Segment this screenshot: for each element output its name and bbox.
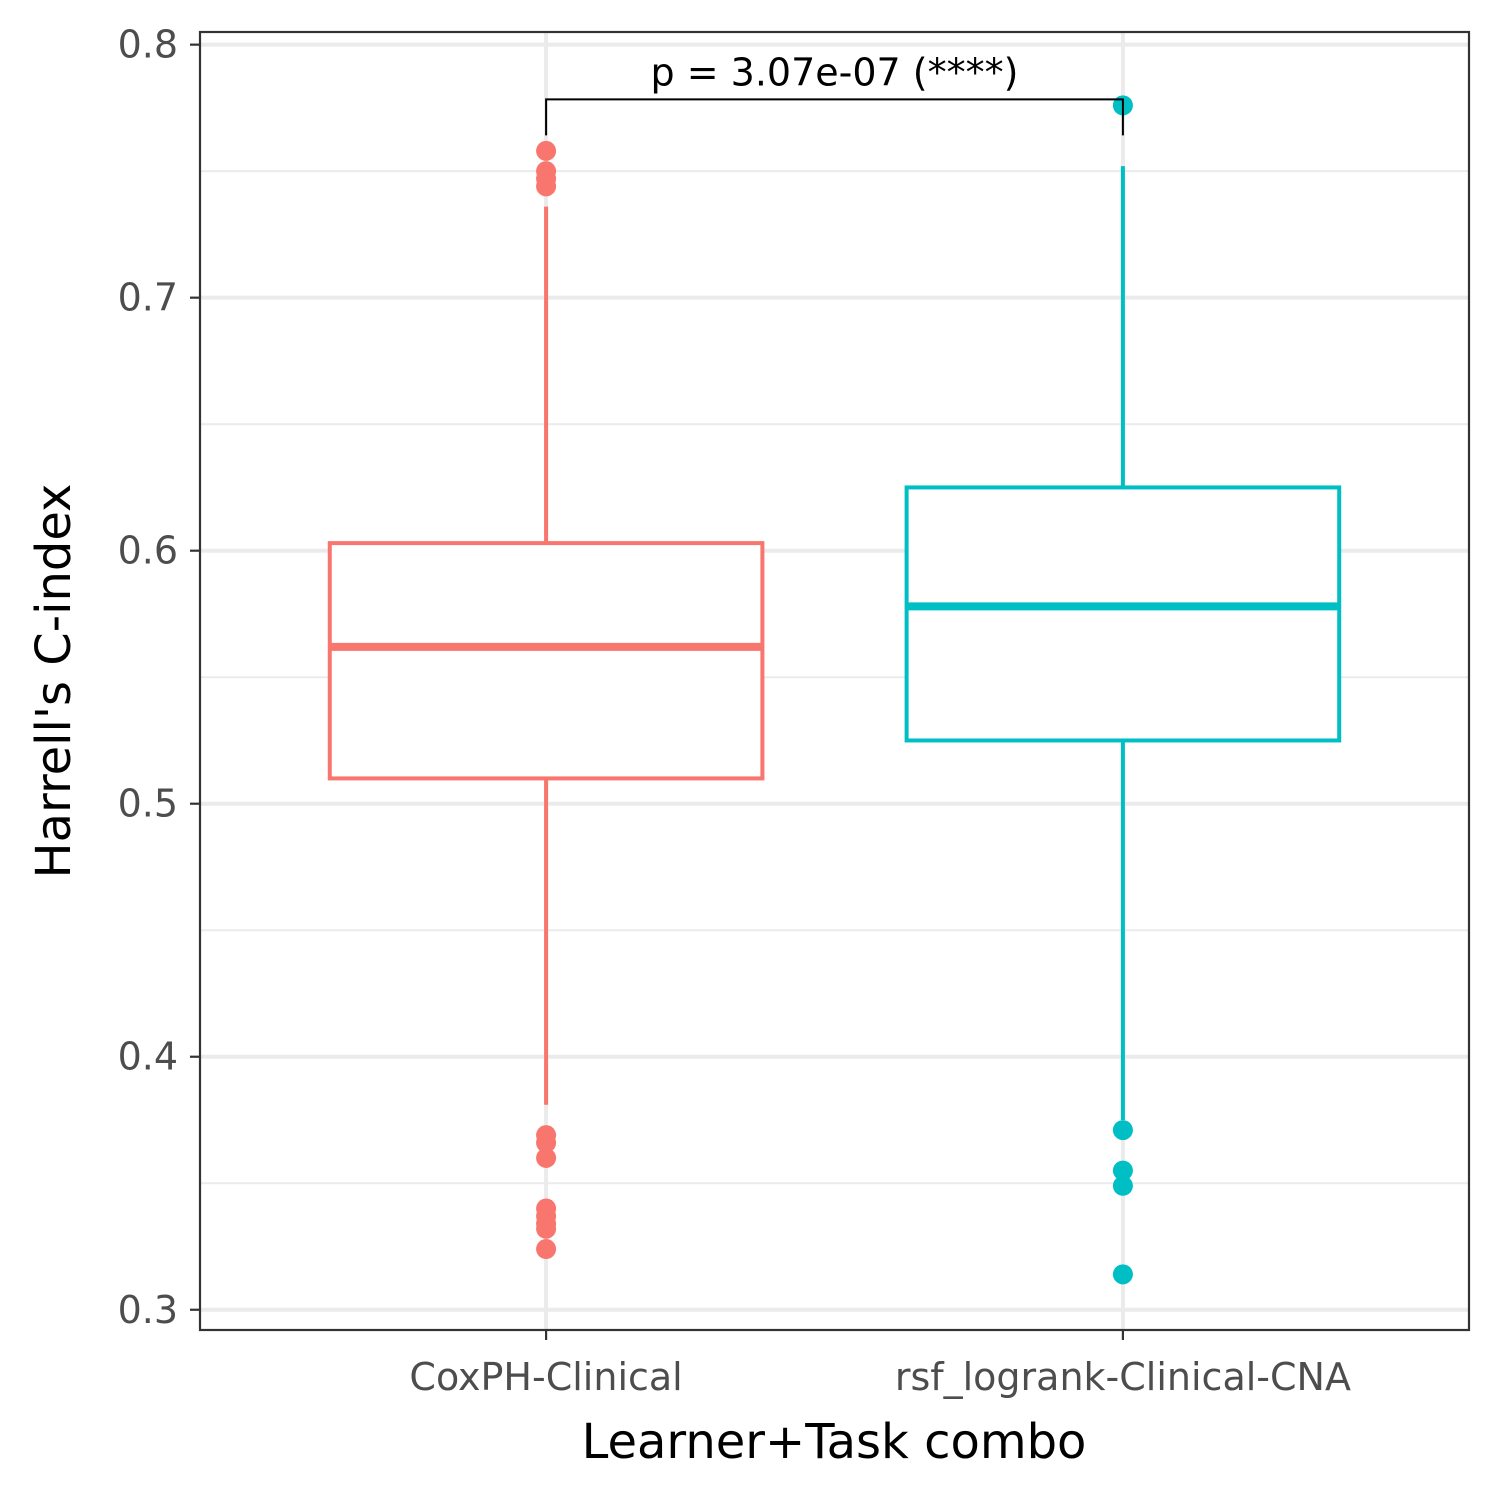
x-tick-label: CoxPH-Clinical xyxy=(409,1355,682,1399)
x-axis-title: Learner+Task combo xyxy=(582,1414,1087,1470)
plot-panel-border xyxy=(198,30,1471,1332)
outlier-point xyxy=(536,1239,557,1260)
outlier-point xyxy=(1112,1160,1133,1181)
outlier-point xyxy=(1112,1264,1133,1285)
interquartile-box xyxy=(904,485,1342,743)
box-1 xyxy=(327,140,765,1260)
y-tick-label: 0.7 xyxy=(118,276,178,320)
y-tick-label: 0.4 xyxy=(118,1035,178,1079)
outlier-point xyxy=(536,1218,557,1239)
y-tick-label: 0.6 xyxy=(118,529,178,573)
outlier-point xyxy=(536,140,557,161)
outlier-point xyxy=(536,176,557,197)
significance-annotation: p = 3.07e-07 (****) xyxy=(545,50,1124,136)
boxes xyxy=(327,95,1342,1285)
x-tick-label: rsf_logrank-Clinical-CNA xyxy=(895,1355,1351,1399)
y-tick-label: 0.8 xyxy=(118,23,178,67)
y-tick-label: 0.3 xyxy=(118,1288,178,1332)
significance-bracket xyxy=(545,98,1124,136)
outlier-point xyxy=(536,1147,557,1168)
y-axis-title: Harrell's C-index xyxy=(26,484,82,879)
box-2 xyxy=(904,95,1342,1285)
outlier-point xyxy=(1112,1175,1133,1196)
p-value-label: p = 3.07e-07 (****) xyxy=(651,50,1019,94)
interquartile-box xyxy=(327,541,765,781)
outlier-point xyxy=(1112,1120,1133,1141)
outlier-point xyxy=(536,1132,557,1153)
axes: 0.3 0.4 0.5 0.6 0.7 0.8 CoxPH-Clinical rsf_logr… xyxy=(118,23,1351,1399)
y-tick-label: 0.5 xyxy=(118,782,178,826)
